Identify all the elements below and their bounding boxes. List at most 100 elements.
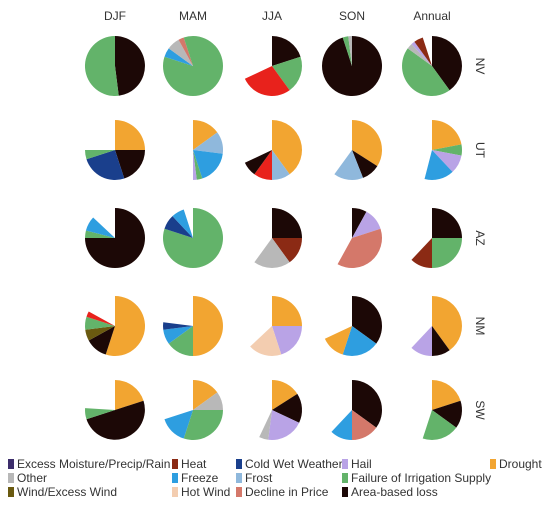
- pie-slice-irrigation: [432, 144, 463, 156]
- pie-slice-area: [115, 36, 145, 96]
- pie-nv-mam: [163, 36, 224, 97]
- pie-az-mam: [163, 208, 224, 268]
- pie-slice-other: [348, 36, 352, 66]
- pie-slice-freeze: [424, 150, 453, 181]
- pie-slice-irrigation: [183, 36, 193, 66]
- legend-label-excess_moisture: Excess Moisture/Precip/Rain: [17, 457, 170, 471]
- legend-swatch-excess_moisture: [8, 459, 14, 469]
- legend-swatch-drought: [490, 459, 496, 469]
- pie-slice-heat: [414, 37, 432, 66]
- column-label-djf: DJF: [104, 9, 126, 23]
- pie-ut-jja: [244, 120, 302, 180]
- pie-slice-price: [337, 228, 382, 268]
- pie-sw-son: [331, 380, 382, 440]
- pie-ut-annual: [424, 120, 463, 181]
- pie-slice-frost: [272, 150, 290, 180]
- pie-slice-irrigation: [85, 408, 115, 420]
- pie-slice-drought: [115, 120, 145, 150]
- pie-slice-hail: [352, 211, 381, 238]
- pie-slice-drought: [272, 296, 302, 326]
- pie-slice-hail: [268, 410, 300, 440]
- pie-slice-heat_red: [254, 150, 272, 180]
- pie-ut-mam: [193, 120, 223, 180]
- pie-slice-hail: [432, 150, 462, 172]
- legend-swatch-heat: [172, 459, 178, 469]
- pie-sw-mam: [164, 380, 223, 440]
- pie-sw-annual: [422, 380, 462, 440]
- pie-nv-son: [322, 36, 383, 96]
- legend-label-wind: Wind/Excess Wind: [17, 485, 117, 499]
- pie-charts: [84, 35, 463, 440]
- pie-slice-area: [432, 208, 462, 238]
- pie-slice-irrigation: [183, 410, 223, 440]
- pie-slice-freeze: [163, 326, 193, 344]
- pie-slice-cold_wet: [86, 150, 125, 180]
- pie-slice-freeze: [193, 150, 223, 179]
- legend-swatch-frost: [236, 473, 242, 483]
- legend-label-hot_wind: Hot Wind: [181, 485, 230, 499]
- legend-label-area: Area-based loss: [351, 485, 438, 499]
- legend-label-cold_wet: Cold Wet Weather: [245, 457, 343, 471]
- column-label-annual: Annual: [413, 9, 450, 23]
- pie-slice-irrigation: [85, 316, 115, 330]
- legend-swatch-price: [236, 487, 242, 497]
- pie-slice-other: [193, 392, 223, 410]
- legend-label-other: Other: [17, 471, 47, 485]
- pie-slice-heat: [272, 238, 302, 263]
- pie-slice-area: [272, 208, 302, 238]
- pie-ut-djf: [85, 120, 145, 180]
- pie-nm-mam: [163, 296, 223, 356]
- pie-slice-drought: [324, 326, 352, 355]
- pie-slice-drought: [115, 380, 144, 410]
- pie-slice-area: [115, 150, 145, 179]
- pie-slice-hail: [193, 150, 197, 180]
- pie-nm-djf: [85, 295, 146, 356]
- pie-slice-heat: [411, 238, 432, 268]
- column-label-jja: JJA: [262, 9, 282, 23]
- pie-sw-djf: [85, 380, 145, 440]
- pie-slice-hot_wind: [250, 326, 282, 356]
- pie-slice-drought: [432, 380, 461, 410]
- pie-slice-irrigation: [85, 230, 115, 238]
- pie-slice-area: [322, 36, 383, 96]
- row-label-ut: UT: [473, 142, 487, 159]
- pie-slice-drought: [352, 120, 382, 167]
- row-label-sw: SW: [473, 400, 487, 420]
- pie-slice-freeze: [331, 410, 352, 440]
- pie-slice-area: [272, 393, 302, 423]
- legend-label-frost: Frost: [245, 471, 273, 485]
- pie-slice-area: [352, 208, 367, 238]
- legend-swatch-wind: [8, 487, 14, 497]
- legend-swatch-other: [8, 473, 14, 483]
- row-label-nv: NV: [473, 58, 487, 75]
- pie-slice-irrigation: [432, 238, 462, 268]
- pie-slice-freeze: [342, 326, 377, 356]
- pie-nv-djf: [84, 35, 145, 96]
- pie-slice-irrigation: [84, 35, 119, 96]
- pie-slice-irrigation: [163, 36, 224, 97]
- pie-slice-irrigation: [342, 36, 352, 66]
- pie-slice-drought: [105, 295, 146, 356]
- legend-label-freeze: Freeze: [181, 471, 219, 485]
- pie-slice-freeze: [164, 48, 193, 66]
- pie-slice-area: [88, 326, 115, 355]
- pie-slice-cold_wet: [163, 322, 193, 330]
- column-labels: DJF MAM JJA SON Annual: [104, 9, 451, 23]
- legend-swatch-freeze: [172, 473, 178, 483]
- pie-nm-son: [324, 296, 382, 356]
- pie-sw-jja: [259, 380, 302, 440]
- pie-slice-freeze: [85, 217, 115, 238]
- legend-label-irrigation: Failure of Irrigation Supply: [351, 471, 491, 485]
- column-label-son: SON: [339, 9, 365, 23]
- row-label-az: AZ: [473, 230, 487, 245]
- row-label-nm: NM: [473, 317, 487, 336]
- pie-slice-other: [168, 39, 193, 66]
- pie-slice-heat_red: [86, 311, 115, 326]
- row-labels: NV UT AZ NM SW: [473, 58, 487, 421]
- legend-swatch-hot_wind: [172, 487, 178, 497]
- pie-slice-irrigation: [402, 48, 450, 96]
- pie-nm-annual: [411, 296, 462, 356]
- legend-label-hail: Hail: [351, 457, 372, 471]
- pie-slice-irrigation: [85, 150, 115, 160]
